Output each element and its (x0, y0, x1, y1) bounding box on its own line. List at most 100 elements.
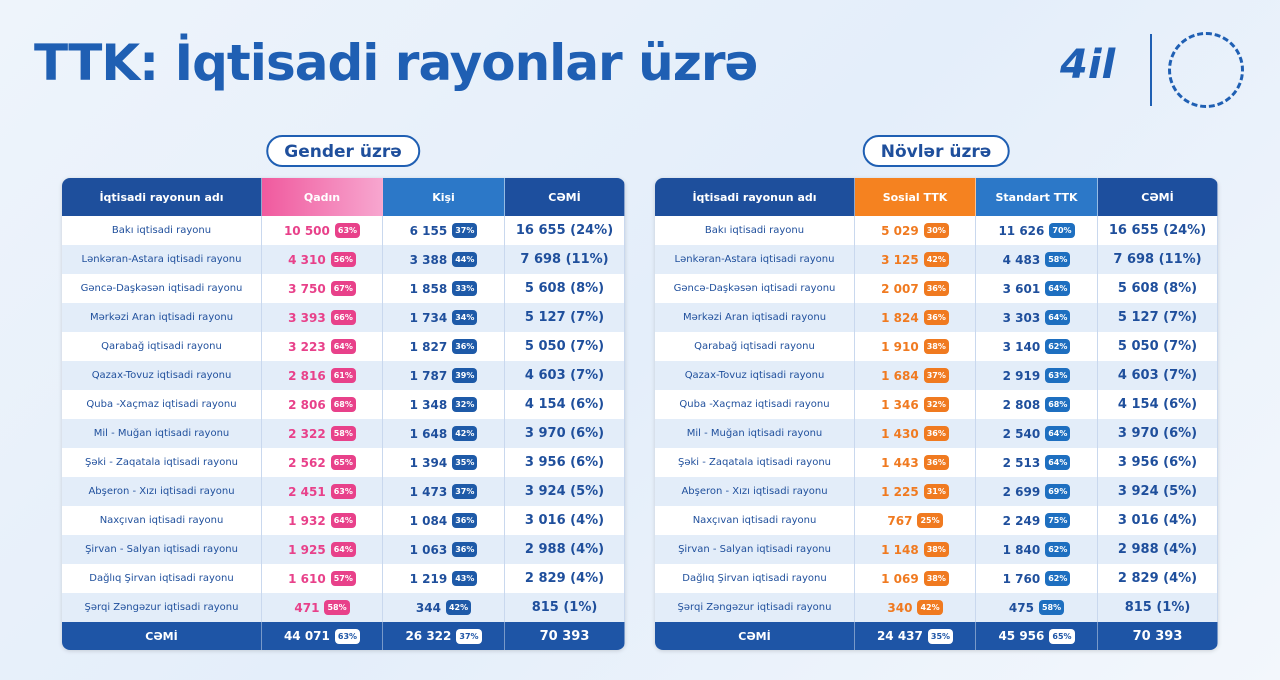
value-cell: 344 42% (383, 593, 505, 622)
region-name: Şəki - Zaqatala iqtisadi rayonu (62, 448, 262, 477)
value-cell: 1 910 38% (855, 332, 976, 361)
table: İqtisadi rayonun adı Sosial TTK Standart T… (655, 178, 1218, 650)
sum-cell: 3 924 (5%) (1098, 477, 1218, 506)
region-name: Abşeron - Xızı iqtisadi rayonu (655, 477, 855, 506)
value-cell: 2 816 61% (262, 361, 383, 390)
sum: 815 (1%) (1124, 600, 1191, 615)
region-name: Şəki - Zaqatala iqtisadi rayonu (655, 448, 855, 477)
percent-badge: 64% (330, 513, 356, 528)
percent-badge: 36% (923, 455, 949, 470)
percent-badge: 33% (452, 281, 478, 296)
value-cell: 1 063 36% (383, 535, 505, 564)
count: 3 601 (1002, 281, 1041, 296)
table-row: Şərqi Zəngəzur iqtisadi rayonu 471 58% 344 4… (62, 593, 625, 622)
percent-badge: 37% (456, 628, 482, 644)
table-row: Abşeron - Xızı iqtisadi rayonu 1 225 31% 2 … (655, 477, 1218, 506)
region-name: CƏMİ (655, 622, 855, 650)
header-cell: Kişi (383, 178, 505, 216)
sum: 2 829 (4%) (524, 571, 605, 586)
region-name: Mil - Muğan iqtisadi rayonu (655, 419, 855, 448)
count: 6 155 (409, 223, 448, 238)
value-cell: 1 760 62% (976, 564, 1098, 593)
percent-badge: 30% (923, 223, 949, 238)
value-cell: 1 219 43% (383, 564, 505, 593)
value-cell: 3 750 67% (262, 274, 383, 303)
count: 1 734 (409, 310, 448, 325)
sum: 4 603 (7%) (524, 368, 605, 383)
percent-badge: 64% (1045, 426, 1071, 441)
table-row: Mil - Muğan iqtisadi rayonu 2 322 58% 1 648… (62, 419, 625, 448)
percent-badge: 57% (330, 571, 356, 586)
value-cell: 3 140 62% (976, 332, 1098, 361)
sum: 5 127 (7%) (524, 310, 605, 325)
region-name: Quba -Xaçmaz iqtisadi rayonu (62, 390, 262, 419)
sum: 3 924 (5%) (524, 484, 605, 499)
count: 44 071 (283, 629, 330, 643)
value-cell: 1 069 38% (855, 564, 976, 593)
sum-cell: 3 956 (6%) (1098, 448, 1218, 477)
value-cell: 1 443 36% (855, 448, 976, 477)
percent-badge: 37% (452, 223, 478, 238)
count: 344 (415, 600, 441, 615)
sum-cell: 815 (1%) (1098, 593, 1218, 622)
sum-cell: 3 016 (4%) (505, 506, 625, 535)
table-row: Şirvan - Salyan iqtisadi rayonu 1 148 38% 1… (655, 535, 1218, 564)
percent-badge: 36% (452, 542, 478, 557)
count: 1 760 (1002, 571, 1041, 586)
percent-badge: 68% (1045, 397, 1071, 412)
percent-badge: 36% (452, 513, 478, 528)
table-row: Mərkəzi Aran iqtisadi rayonu 1 824 36% 3 30… (655, 303, 1218, 332)
header-cell: Qadın (262, 178, 383, 216)
table: İqtisadi rayonun adı Qadın Kişi CƏMİ Bakı iq… (62, 178, 625, 650)
count: 1 346 (881, 397, 919, 412)
region-name: Mərkəzi Aran iqtisadi rayonu (62, 303, 262, 332)
region-name: Qazax-Tovuz iqtisadi rayonu (655, 361, 855, 390)
header-row: İqtisadi rayonun adı Sosial TTK Standart T… (655, 178, 1218, 216)
sum: 3 924 (5%) (1117, 484, 1198, 499)
table-row: Qazax-Tovuz iqtisadi rayonu 2 816 61% 1 787… (62, 361, 625, 390)
count: 2 322 (288, 426, 326, 441)
table-row: Qarabağ iqtisadi rayonu 3 223 64% 1 827 36% 5… (62, 332, 625, 361)
sum: 3 970 (6%) (524, 426, 605, 441)
value-cell: 1 734 34% (383, 303, 505, 332)
count: 1 824 (881, 310, 919, 325)
value-cell: 3 223 64% (262, 332, 383, 361)
percent-badge: 65% (330, 455, 356, 470)
value-cell: 3 125 42% (855, 245, 976, 274)
value-cell: 2 322 58% (262, 419, 383, 448)
value-cell: 1 925 64% (262, 535, 383, 564)
value-cell: 24 437 35% (855, 622, 976, 650)
value-cell: 471 58% (262, 593, 383, 622)
value-cell: 2 249 75% (976, 506, 1098, 535)
sum-cell: 5 608 (8%) (505, 274, 625, 303)
region-name: Abşeron - Xızı iqtisadi rayonu (62, 477, 262, 506)
percent-badge: 64% (330, 542, 356, 557)
percent-badge: 32% (923, 397, 949, 412)
value-cell: 1 840 62% (976, 535, 1098, 564)
percent-badge: 66% (330, 310, 356, 325)
table-row: Dağlıq Şirvan iqtisadi rayonu 1 069 38% 1 7… (655, 564, 1218, 593)
header-cell: Sosial TTK (855, 178, 976, 216)
value-cell: 26 322 37% (383, 622, 505, 650)
count: 1 827 (409, 339, 448, 354)
header-cell: İqtisadi rayonun adı (62, 178, 262, 216)
sum: 7 698 (11%) (1113, 252, 1202, 267)
count: 3 393 (288, 310, 326, 325)
count: 3 223 (288, 339, 326, 354)
percent-badge: 75% (1045, 513, 1071, 528)
count: 11 626 (998, 223, 1045, 238)
percent-badge: 31% (923, 484, 949, 499)
sum-cell: 16 655 (24%) (1098, 216, 1218, 245)
count: 1 910 (881, 339, 919, 354)
table-row: Naxçıvan iqtisadi rayonu 767 25% 2 249 75% 3 … (655, 506, 1218, 535)
value-cell: 3 393 66% (262, 303, 383, 332)
count: 3 125 (881, 252, 919, 267)
percent-badge: 36% (923, 310, 949, 325)
region-name: Lənkəran-Astara iqtisadi rayonu (62, 245, 262, 274)
sum: 70 393 (539, 628, 590, 644)
section-label: Gender üzrə (266, 135, 420, 167)
header-row: İqtisadi rayonun adı Qadın Kişi CƏMİ (62, 178, 625, 216)
total-row: CƏMİ 44 071 63% 26 322 37% 70 393 (62, 622, 625, 650)
sum: 16 655 (24%) (515, 223, 614, 238)
sum: 5 050 (7%) (524, 339, 605, 354)
